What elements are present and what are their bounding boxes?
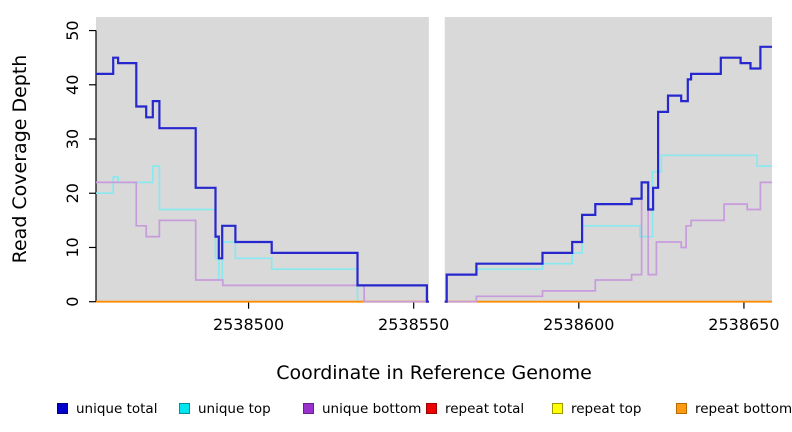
x-axis-title: Coordinate in Reference Genome: [276, 362, 592, 384]
no-data-gap-band: [428, 16, 445, 304]
y-axis-title: Read Coverage Depth: [9, 54, 31, 264]
y-tick-label: 40: [63, 75, 82, 95]
y-tick-label: 50: [63, 20, 82, 40]
series-line-unique-bottom: [444, 181, 772, 303]
series-line-unique-total: [444, 45, 772, 303]
x-tick-label: 2538650: [708, 315, 779, 334]
y-tick-label: 20: [63, 183, 82, 203]
series-line-unique-bottom: [96, 181, 429, 303]
y-tick-label: 30: [63, 129, 82, 149]
x-tick-label: 2538500: [213, 315, 284, 334]
x-tick-label: 2538550: [378, 315, 449, 334]
y-tick-label: 0: [63, 297, 82, 307]
y-tick-label: 10: [63, 237, 82, 257]
x-tick-label: 2538600: [543, 315, 614, 334]
series-line-unique-total: [96, 56, 429, 303]
